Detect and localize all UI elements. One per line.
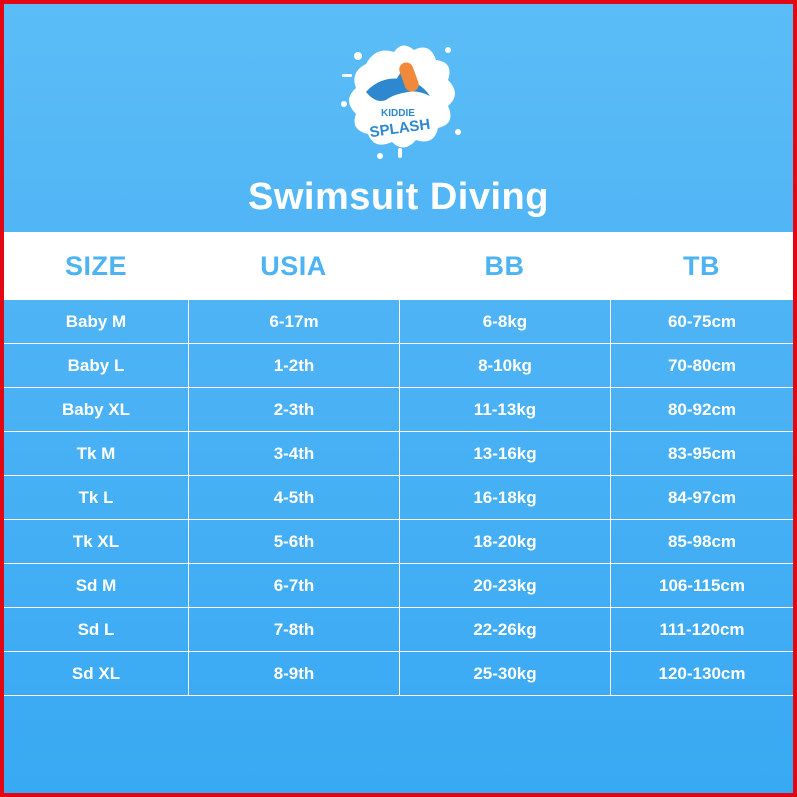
cell-bb: 6-8kg [399, 300, 610, 343]
header-bb: BB [484, 250, 525, 281]
cell-size: Sd M [75, 575, 117, 595]
cell-size: Sd L [77, 619, 115, 639]
page-title: Swimsuit Diving [248, 176, 549, 218]
table-row: Sd M 6-7th 20-23kg 106-115cm [4, 564, 793, 608]
header-tb: TB [683, 250, 720, 281]
table-row: Tk M 3-4th 13-16kg 83-95cm [4, 432, 793, 476]
cell-tb: 84-97cm [610, 476, 793, 519]
cell-bb: 11-13kg [399, 388, 610, 431]
cell-bb: 16-18kg [399, 476, 610, 519]
cell-bb: 8-10kg [399, 344, 610, 387]
cell-size: Baby M [65, 311, 127, 331]
cell-size: Baby L [67, 355, 125, 375]
cell-usia: 8-9th [188, 652, 399, 695]
table-row: Baby XL 2-3th 11-13kg 80-92cm [4, 388, 793, 432]
cell-usia: 5-6th [188, 520, 399, 563]
cell-usia: 2-3th [188, 388, 399, 431]
svg-text:KIDDIE: KIDDIE [381, 108, 415, 119]
table-row: Tk L 4-5th 16-18kg 84-97cm [4, 476, 793, 520]
table-row: Baby L 1-2th 8-10kg 70-80cm [4, 344, 793, 388]
table-header: SIZE USIA BB TB [4, 232, 793, 300]
surfboard-icon [399, 62, 419, 92]
cell-bb: 18-20kg [399, 520, 610, 563]
cell-tb: 85-98cm [610, 520, 793, 563]
size-chart-card: KIDDIE SPLASH Swimsuit Diving SIZE USIA … [4, 4, 793, 793]
cell-usia: 6-7th [188, 564, 399, 607]
table-row: Baby M 6-17m 6-8kg 60-75cm [4, 300, 793, 344]
table-row: Tk XL 5-6th 18-20kg 85-98cm [4, 520, 793, 564]
cell-size: Tk M [76, 443, 116, 463]
cell-size: Baby XL [61, 399, 131, 419]
kiddie-splash-logo: KIDDIE SPLASH [336, 34, 466, 162]
cell-tb: 111-120cm [610, 608, 793, 651]
cell-size: Sd XL [71, 663, 121, 683]
cell-tb: 80-92cm [610, 388, 793, 431]
cell-tb: 70-80cm [610, 344, 793, 387]
cell-usia: 7-8th [188, 608, 399, 651]
cell-size: Tk XL [72, 531, 120, 551]
cell-tb: 106-115cm [610, 564, 793, 607]
cell-bb: 20-23kg [399, 564, 610, 607]
splash-logo-icon: KIDDIE SPLASH [341, 45, 461, 159]
cell-bb: 22-26kg [399, 608, 610, 651]
cell-tb: 83-95cm [610, 432, 793, 475]
cell-tb: 120-130cm [610, 652, 793, 695]
cell-size: Tk L [78, 487, 114, 507]
cell-bb: 13-16kg [399, 432, 610, 475]
header-usia: USIA [260, 250, 327, 281]
cell-usia: 4-5th [188, 476, 399, 519]
cell-usia: 3-4th [188, 432, 399, 475]
table-row: Sd L 7-8th 22-26kg 111-120cm [4, 608, 793, 652]
header-size: SIZE [64, 250, 127, 281]
cell-usia: 6-17m [188, 300, 399, 343]
size-table: Baby M 6-17m 6-8kg 60-75cm Baby L 1-2th … [4, 300, 793, 696]
table-row: Sd XL 8-9th 25-30kg 120-130cm [4, 652, 793, 696]
cell-usia: 1-2th [188, 344, 399, 387]
cell-bb: 25-30kg [399, 652, 610, 695]
cell-tb: 60-75cm [610, 300, 793, 343]
